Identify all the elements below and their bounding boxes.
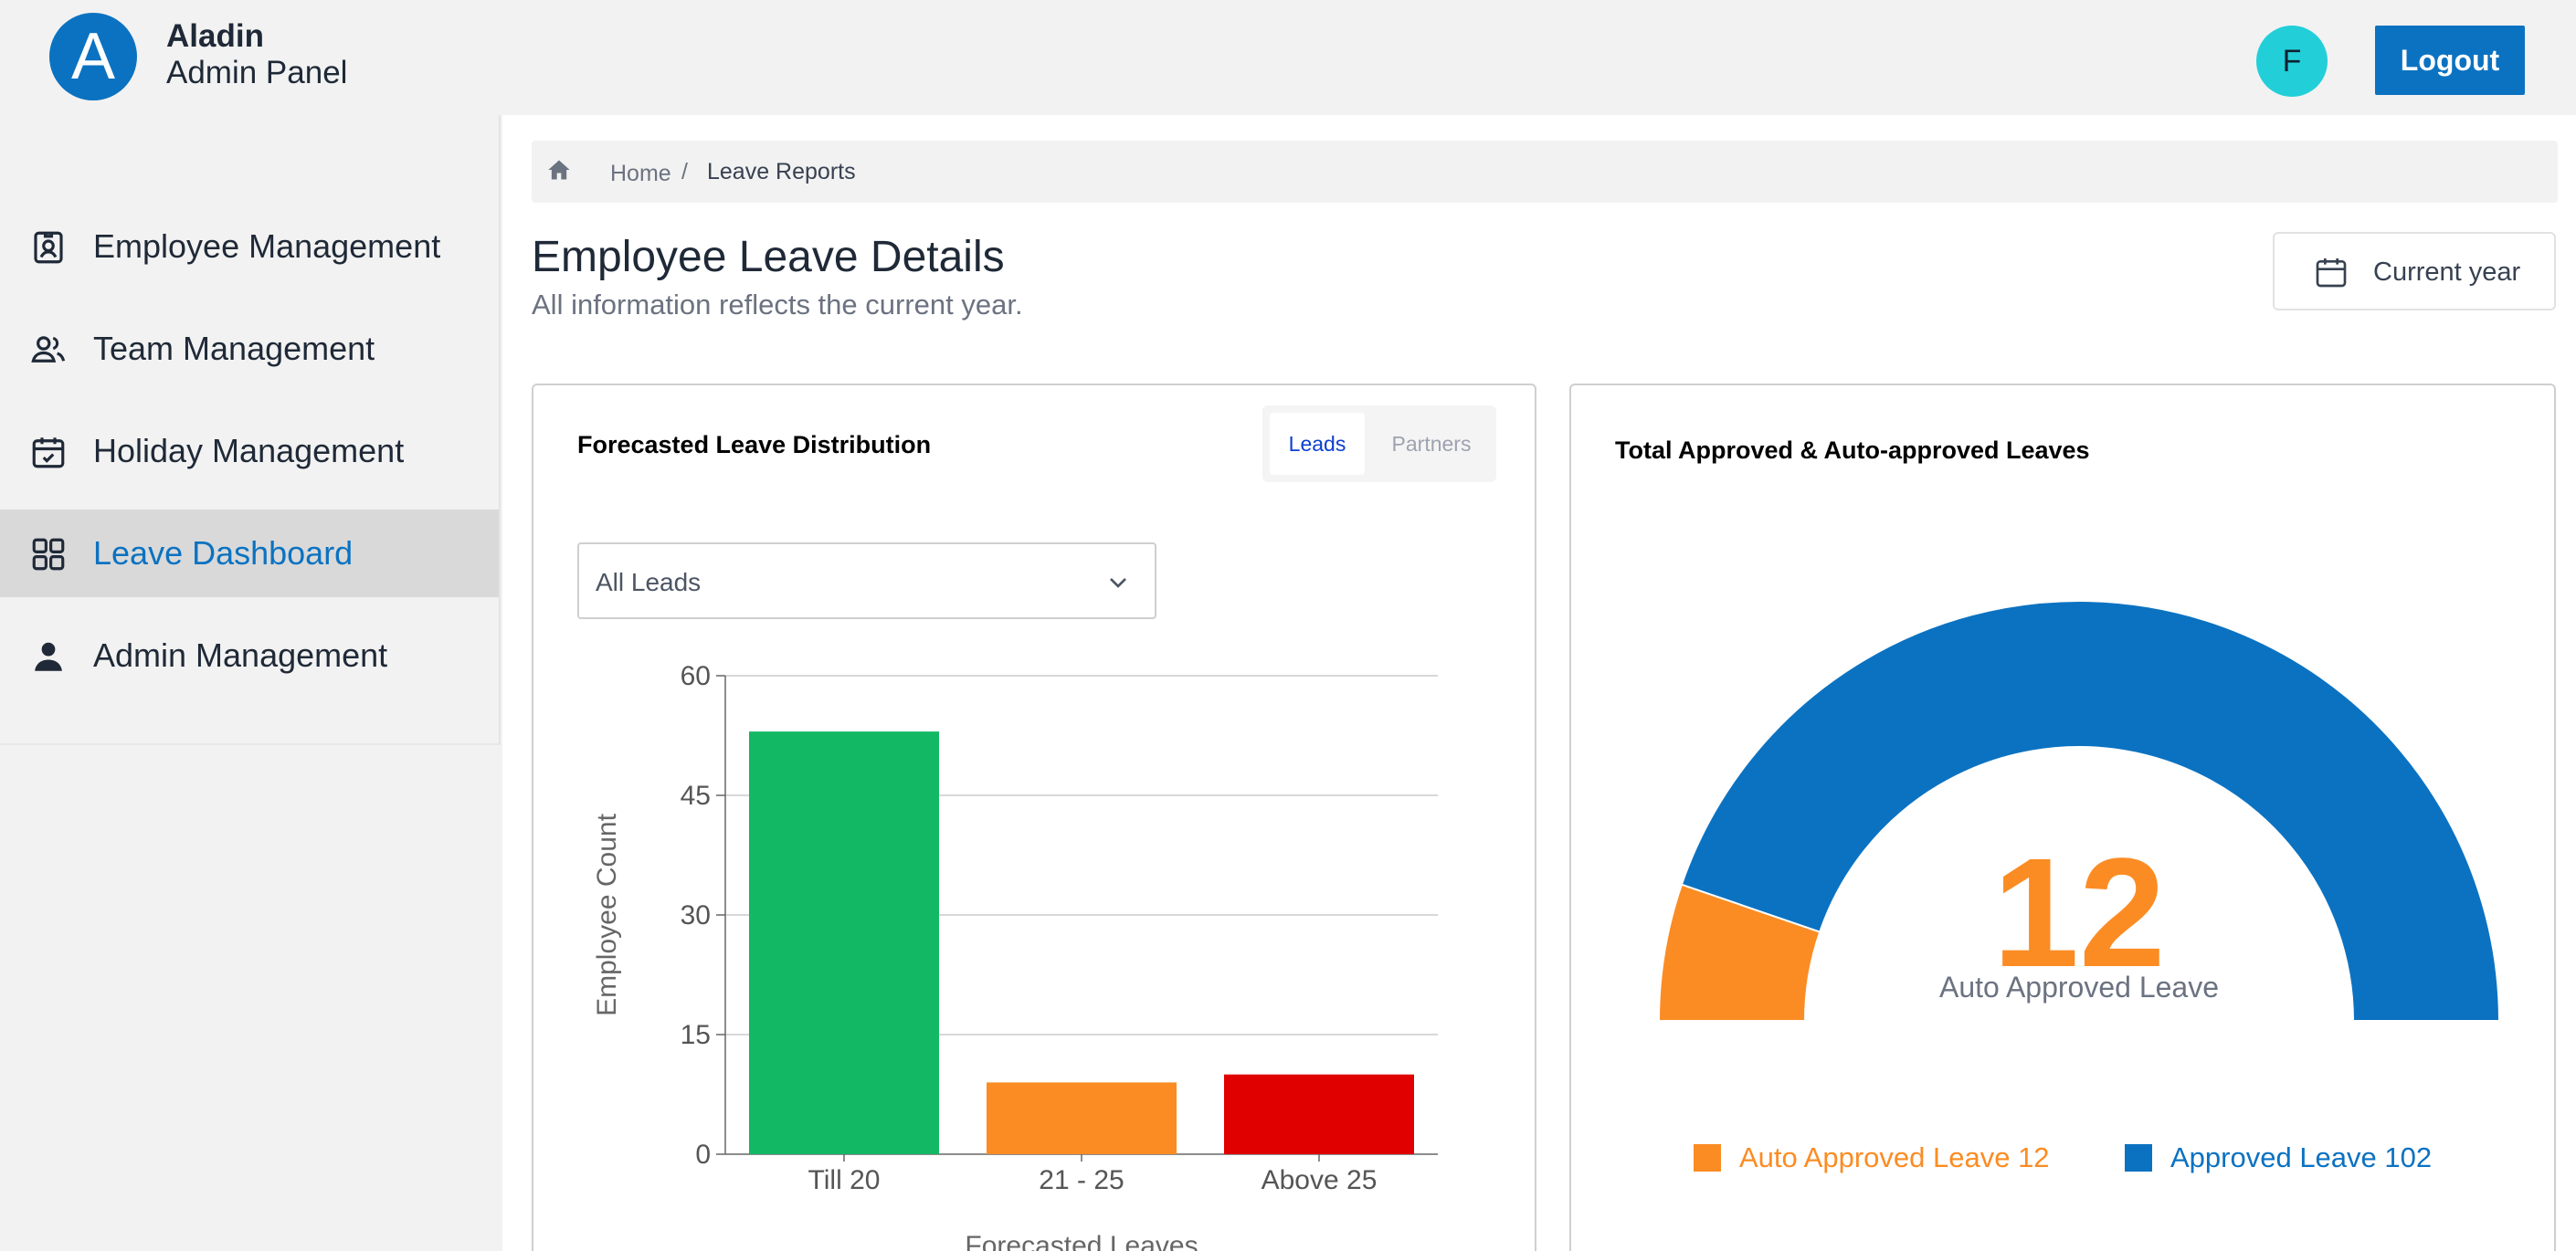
approved-card-title: Total Approved & Auto-approved Leaves	[1615, 436, 2090, 464]
brand-title: Aladin	[166, 18, 264, 54]
sidebar-item-leave-dashboard[interactable]: Leave Dashboard	[0, 510, 499, 597]
bar	[1224, 1074, 1414, 1154]
person-icon	[35, 642, 62, 671]
calendar-icon	[2316, 258, 2347, 288]
grid-icon	[32, 538, 65, 571]
y-tick-label: 45	[681, 781, 711, 811]
approved-leaves-card: Total Approved & Auto-approved Leaves 12…	[1569, 384, 2556, 1251]
badge-icon	[34, 231, 63, 264]
sidebar-item-label: Leave Dashboard	[93, 534, 354, 572]
y-axis-title: Employee Count	[592, 813, 622, 1015]
lead-partner-toggle: Leads Partners	[1262, 405, 1496, 482]
gauge-center-value: 12	[1992, 826, 2165, 1000]
breadcrumb-separator: /	[681, 159, 688, 184]
brand-subtitle: Admin Panel	[166, 55, 348, 90]
sidebar-item-holiday-management[interactable]: Holiday Management	[0, 407, 499, 495]
logo: A	[49, 13, 137, 100]
bar	[749, 731, 939, 1154]
x-tick-label: Above 25	[1262, 1165, 1378, 1195]
sidebar-item-label: Team Management	[93, 330, 375, 367]
toggle-partners[interactable]: Partners	[1391, 432, 1472, 456]
sidebar-item-label: Holiday Management	[93, 432, 405, 469]
x-axis-title: Forecasted Leaves	[965, 1231, 1198, 1251]
sidebar-item-admin-management[interactable]: Admin Management	[0, 612, 499, 699]
period-selector-button[interactable]: Current year	[2273, 232, 2556, 310]
y-tick-label: 15	[681, 1020, 711, 1050]
legend-auto-approved[interactable]: Auto Approved Leave 12	[1694, 1141, 2050, 1174]
sidebar-item-label: Admin Management	[93, 636, 388, 674]
legend-swatch-approved	[2125, 1144, 2152, 1172]
main-content: Home / Leave Reports Employee Leave Deta…	[502, 115, 2576, 1251]
forecast-card-title: Forecasted Leave Distribution	[577, 431, 932, 458]
y-tick-label: 60	[681, 661, 711, 691]
breadcrumb: Home / Leave Reports	[532, 141, 2558, 203]
gauge-slice-approved	[1680, 600, 2501, 1022]
forecast-bar-chart: 0 15 30 45 60 Till 20 21 - 25 Above 25 Employee …	[592, 661, 1438, 1251]
breadcrumb-current: Leave Reports	[707, 159, 856, 184]
home-icon	[548, 160, 570, 180]
leads-filter-value: All Leads	[596, 568, 702, 596]
breadcrumb-home-link[interactable]: Home	[610, 161, 671, 186]
legend-swatch-auto	[1694, 1144, 1721, 1172]
forecast-card: Forecasted Leave Distribution Leads Part…	[532, 384, 1536, 1251]
x-tick-label: 21 - 25	[1039, 1165, 1124, 1195]
sidebar-item-employee-management[interactable]: Employee Management	[0, 203, 499, 290]
user-avatar[interactable]: F	[2256, 26, 2328, 97]
legend-label-approved: Approved Leave 102	[2170, 1141, 2433, 1173]
toggle-leads[interactable]: Leads	[1270, 413, 1365, 475]
y-tick-label: 30	[681, 900, 711, 930]
sidebar-item-label: Employee Management	[93, 227, 441, 265]
sidebar: Employee Management Team Management Holi…	[0, 115, 501, 745]
legend-label-auto: Auto Approved Leave 12	[1739, 1141, 2050, 1173]
gauge-center-label: Auto Approved Leave	[1939, 971, 2219, 1004]
logout-button[interactable]: Logout	[2375, 26, 2525, 95]
calendar-check-icon	[32, 437, 65, 468]
page-subtitle: All information reflects the current yea…	[532, 289, 1023, 321]
sidebar-item-team-management[interactable]: Team Management	[0, 305, 499, 393]
top-header: A Aladin Admin Panel F Logout	[0, 0, 2576, 115]
bar	[987, 1082, 1177, 1154]
legend-approved[interactable]: Approved Leave 102	[2125, 1141, 2432, 1174]
period-selector-label: Current year	[2373, 258, 2521, 287]
leads-filter-select[interactable]: All Leads	[577, 542, 1156, 619]
x-tick-label: Till 20	[808, 1165, 881, 1195]
chevron-down-icon	[1110, 578, 1126, 588]
users-icon	[31, 336, 66, 363]
page-title: Employee Leave Details	[532, 233, 1005, 281]
y-tick-label: 0	[695, 1140, 711, 1170]
